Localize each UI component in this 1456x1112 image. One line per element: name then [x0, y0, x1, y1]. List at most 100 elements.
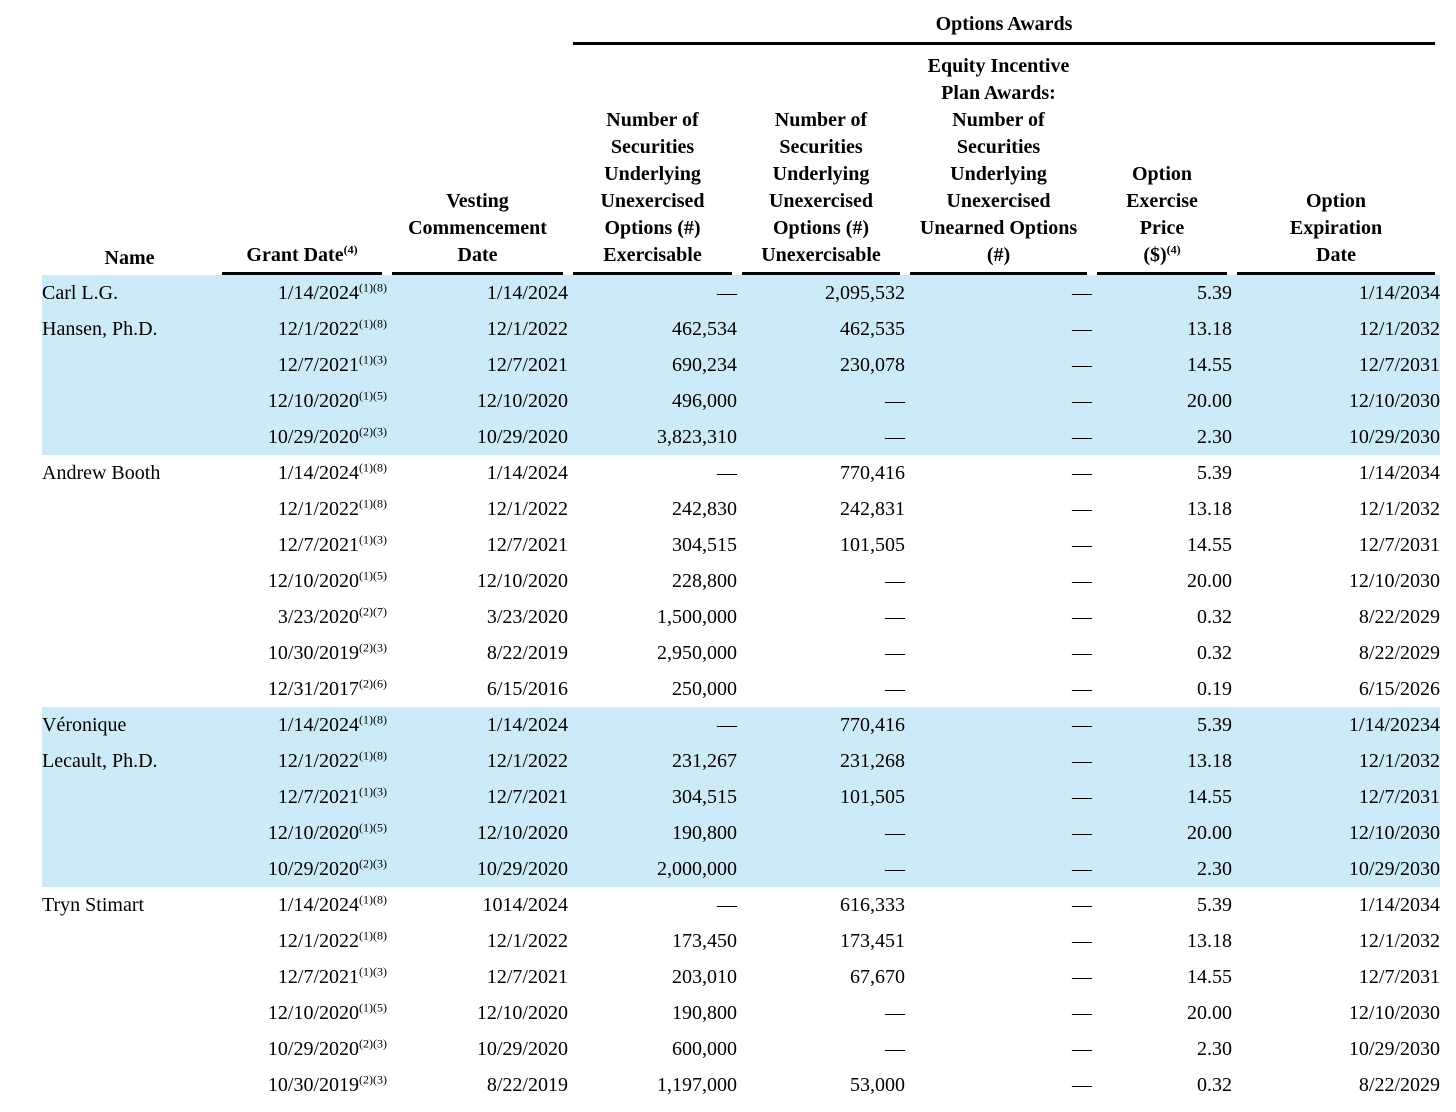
exercisable-cell-value: — [717, 462, 737, 484]
unexercisable-cell-value: — [885, 606, 905, 628]
exercise-price-cell-value: 0.32 [1197, 1074, 1232, 1096]
exercisable-cell: 690,234 [568, 347, 737, 383]
exercise-price-cell-value: 2.30 [1197, 858, 1232, 880]
expiration-date-cell: 10/29/2030 [1232, 1031, 1440, 1067]
unearned-options-cell: — [905, 887, 1092, 923]
vesting-date-cell-value: 8/22/2019 [486, 1074, 568, 1096]
footnote-superscript: (2)(7) [359, 604, 387, 619]
footnote-superscript: (1)(8) [359, 460, 387, 475]
exercisable-cell-value: 2,000,000 [657, 858, 737, 880]
grant-date-cell-value: 12/7/2021 [277, 534, 360, 556]
expiration-date-cell-value: 8/22/2029 [1358, 1074, 1441, 1096]
exercise-price-cell: 14.55 [1092, 959, 1232, 995]
unexercisable-cell: — [737, 1031, 905, 1067]
footnote-superscript: (2)(3) [359, 856, 387, 871]
column-header-label: Option Exercise Price ($) [1126, 163, 1198, 266]
vesting-date-cell-value: 10/29/2020 [476, 858, 568, 880]
grant-date-cell-value: 10/29/2020 [267, 1038, 360, 1060]
unexercisable-cell-value: 101,505 [840, 534, 905, 556]
column-header-exercise-price: Option Exercise Price ($)(4) [1092, 45, 1232, 275]
exercise-price-cell: 13.18 [1092, 743, 1232, 779]
unexercisable-cell-value: — [885, 426, 905, 448]
vesting-date-cell-value: 12/10/2020 [476, 1002, 568, 1024]
exercisable-cell-value: 1,197,000 [657, 1074, 737, 1096]
grant-date-cell: 12/7/2021(1)(3) [217, 959, 387, 995]
column-header-grant-date: Grant Date(4) [217, 45, 387, 275]
expiration-date-cell-value: 1/14/20234 [1348, 714, 1441, 736]
expiration-date-cell: 12/10/2030 [1232, 383, 1441, 419]
grant-date-cell-value: 12/1/2022 [277, 318, 360, 340]
exercise-price-cell-value: 5.39 [1197, 462, 1232, 484]
unearned-options-cell-value: — [1072, 1002, 1092, 1024]
exercisable-cell: 228,800 [568, 563, 737, 599]
exercisable-cell-value: — [717, 714, 737, 736]
table-row: 10/30/2019(2)(3) 8/22/2019 1,197,000 53,000… [42, 1067, 1440, 1103]
vesting-date-cell: 10/29/2020 [387, 1031, 568, 1067]
exercisable-cell-value: 242,830 [672, 498, 737, 520]
unearned-options-cell: — [905, 815, 1092, 851]
unexercisable-cell: 67,670 [737, 959, 905, 995]
exercise-price-cell-value: 5.39 [1197, 714, 1232, 736]
footnote-superscript: (1)(3) [359, 784, 387, 799]
grant-date-cell-value: 12/1/2022 [277, 930, 360, 952]
exercisable-cell-value: 304,515 [672, 534, 737, 556]
unearned-options-cell-value: — [1072, 678, 1092, 700]
exercise-price-cell-value: 2.30 [1197, 426, 1232, 448]
unexercisable-cell: 53,000 [737, 1067, 905, 1103]
vesting-date-cell: 12/7/2021 [387, 959, 568, 995]
expiration-date-cell: 12/1/2032 [1232, 923, 1440, 959]
grant-date-cell: 12/31/2017(2)(6) [217, 671, 387, 707]
exercisable-cell: 2,950,000 [568, 635, 737, 671]
exercisable-cell: 250,000 [568, 671, 737, 707]
grant-date-cell: 10/30/2019(2)(3) [217, 1067, 387, 1103]
exercisable-cell-value: 2,950,000 [657, 642, 737, 664]
grant-date-cell-value: 12/10/2020 [267, 822, 360, 844]
exercisable-cell: 242,830 [568, 491, 737, 527]
grant-date-cell: 12/10/2020(1)(5) [217, 563, 387, 599]
exercise-price-cell: 0.32 [1092, 635, 1232, 671]
grant-date-cell-value: 12/7/2021 [277, 354, 360, 376]
unexercisable-cell-value: — [885, 570, 905, 592]
unexercisable-cell: — [737, 995, 905, 1031]
footnote-superscript: (4) [1166, 242, 1181, 257]
exercise-price-cell-value: 13.18 [1187, 318, 1232, 340]
expiration-date-cell-value: 6/15/2026 [1358, 678, 1441, 700]
grant-date-cell-value: 1/14/2024 [277, 462, 360, 484]
unexercisable-cell: — [737, 815, 905, 851]
unexercisable-cell-value: — [885, 642, 905, 664]
exercisable-cell: 3,823,310 [568, 419, 737, 455]
table-row: 12/7/2021(1)(3) 12/7/2021 690,234 230,078—1… [42, 347, 1441, 383]
footnote-superscript: (1)(5) [359, 388, 387, 403]
exercise-price-cell: 5.39 [1092, 455, 1232, 491]
exercise-price-cell: 2.30 [1092, 1031, 1232, 1067]
exercisable-cell-value: 304,515 [672, 786, 737, 808]
grant-date-cell: 3/23/2020(2)(7) [217, 599, 387, 635]
column-header-label: Number of Securities Underlying Unexerci… [761, 109, 881, 266]
exercisable-cell-value: 600,000 [672, 1038, 737, 1060]
expiration-date-cell-value: 10/29/2030 [1348, 426, 1441, 448]
grant-date-cell: 12/1/2022(1)(8) [217, 743, 387, 779]
vesting-date-cell-value: 12/7/2021 [486, 786, 568, 808]
exercise-price-cell-value: 0.19 [1197, 678, 1232, 700]
unearned-options-cell: — [905, 599, 1092, 635]
unexercisable-cell-value: 2,095,532 [825, 282, 905, 304]
exercise-price-cell: 20.00 [1092, 815, 1232, 851]
exercisable-cell: 462,534 [568, 311, 737, 347]
column-header-label: Grant Date [246, 244, 344, 266]
footnote-superscript: (1)(5) [359, 820, 387, 835]
unearned-options-cell: — [905, 347, 1092, 383]
unexercisable-cell: 770,416 [737, 455, 905, 491]
footnote-superscript: (1)(3) [359, 964, 387, 979]
grant-date-cell: 12/10/2020(1)(5) [217, 995, 387, 1031]
exercise-price-cell-value: 0.32 [1197, 642, 1232, 664]
expiration-date-cell: 12/10/2030 [1232, 563, 1440, 599]
exercisable-cell: 190,800 [568, 995, 737, 1031]
exercisable-cell-value: — [717, 894, 737, 916]
unexercisable-cell-value: — [885, 390, 905, 412]
exercise-price-cell-value: 20.00 [1187, 822, 1232, 844]
unearned-options-cell-value: — [1072, 714, 1092, 736]
grant-date-cell: 1/14/2024(1)(8) [217, 275, 387, 311]
exercisable-cell: 1,197,000 [568, 1067, 737, 1103]
footnote-superscript: (1)(3) [359, 532, 387, 547]
unexercisable-cell-value: 231,268 [840, 750, 905, 772]
